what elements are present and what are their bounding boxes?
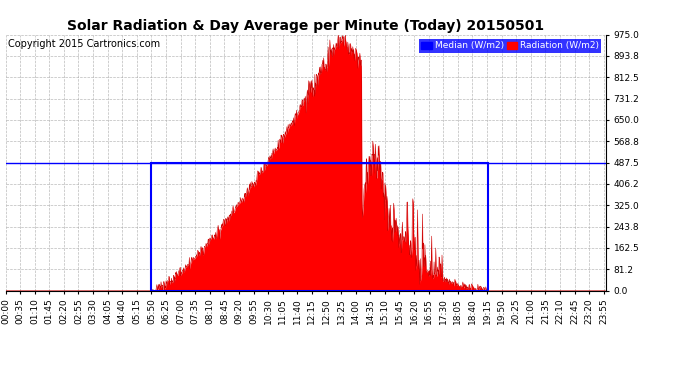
Bar [151,163,488,291]
Title: Solar Radiation & Day Average per Minute (Today) 20150501: Solar Radiation & Day Average per Minute… [67,20,544,33]
Text: Copyright 2015 Cartronics.com: Copyright 2015 Cartronics.com [8,39,160,50]
Legend: Median (W/m2), Radiation (W/m2): Median (W/m2), Radiation (W/m2) [419,39,601,53]
